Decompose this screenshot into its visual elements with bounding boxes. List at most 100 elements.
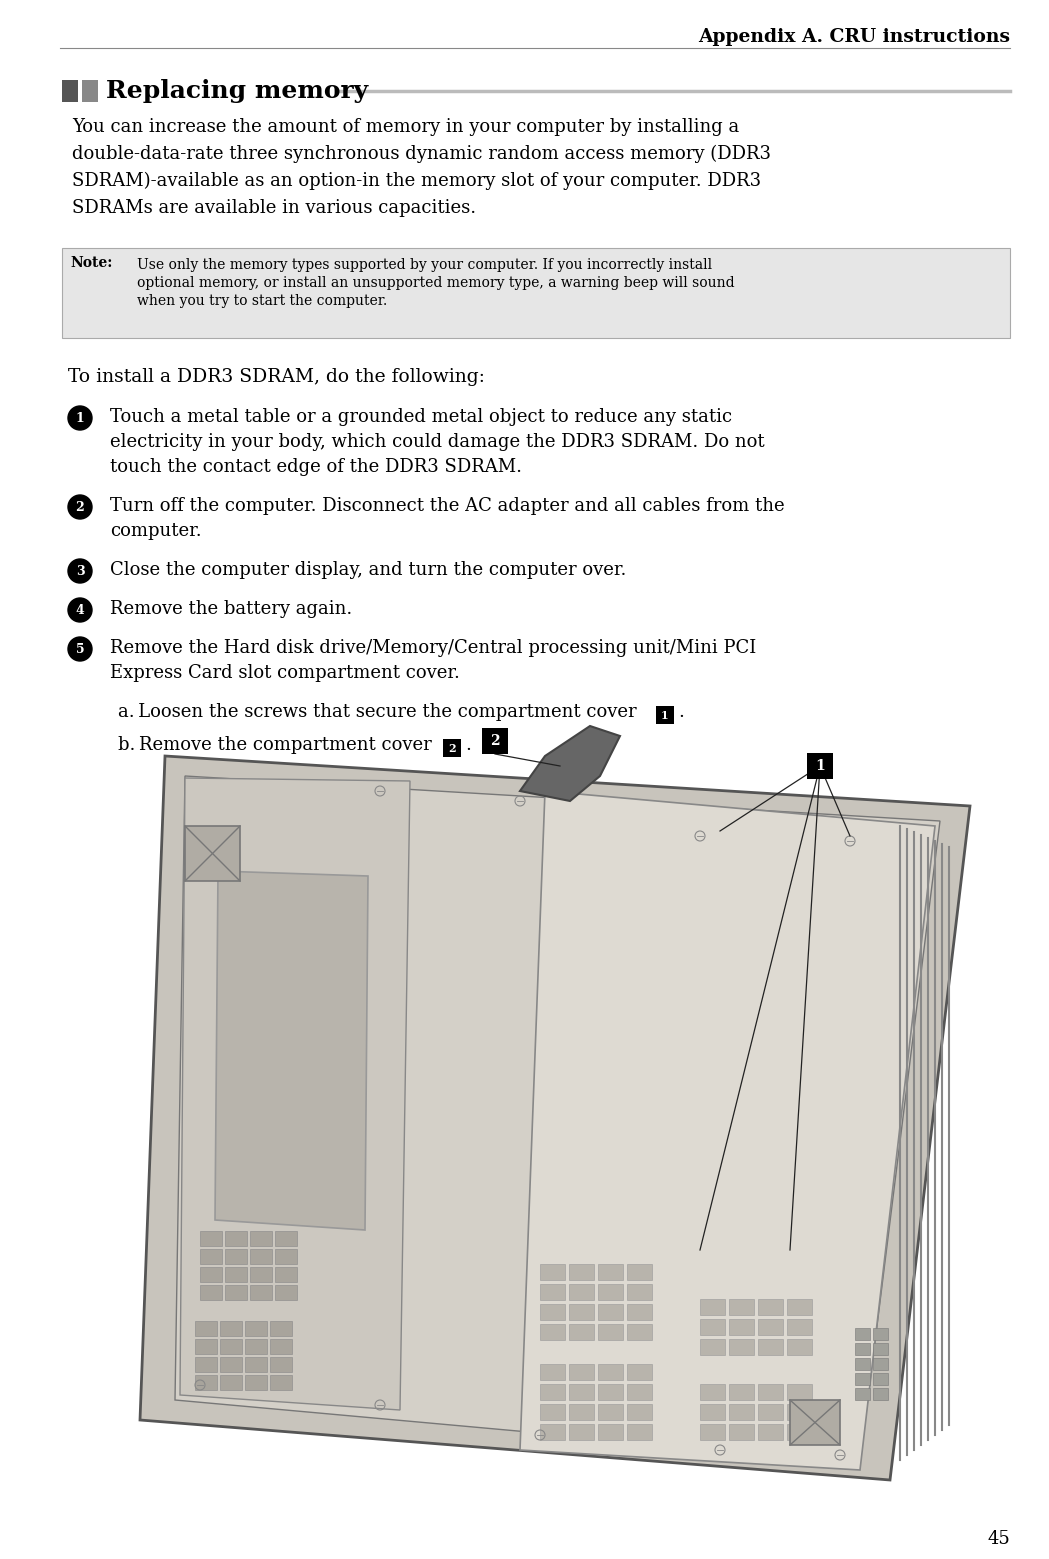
Circle shape <box>68 405 92 430</box>
Text: when you try to start the computer.: when you try to start the computer. <box>137 295 387 309</box>
Text: Express Card slot compartment cover.: Express Card slot compartment cover. <box>110 664 459 681</box>
FancyBboxPatch shape <box>569 1405 594 1420</box>
FancyBboxPatch shape <box>855 1358 870 1370</box>
FancyBboxPatch shape <box>224 1285 247 1300</box>
FancyBboxPatch shape <box>569 1264 594 1280</box>
FancyBboxPatch shape <box>540 1264 565 1280</box>
Polygon shape <box>520 790 935 1470</box>
FancyBboxPatch shape <box>700 1299 725 1314</box>
FancyBboxPatch shape <box>270 1375 292 1391</box>
FancyBboxPatch shape <box>540 1285 565 1300</box>
FancyBboxPatch shape <box>807 753 833 780</box>
FancyBboxPatch shape <box>569 1285 594 1300</box>
FancyBboxPatch shape <box>275 1267 297 1281</box>
FancyBboxPatch shape <box>540 1384 565 1400</box>
Text: double-data-rate three synchronous dynamic random access memory (DDR3: double-data-rate three synchronous dynam… <box>72 145 771 164</box>
Polygon shape <box>180 778 410 1409</box>
FancyBboxPatch shape <box>569 1423 594 1441</box>
Text: 1: 1 <box>815 759 825 773</box>
FancyBboxPatch shape <box>598 1405 623 1420</box>
FancyBboxPatch shape <box>275 1285 297 1300</box>
Text: 45: 45 <box>987 1529 1010 1548</box>
FancyBboxPatch shape <box>250 1249 272 1264</box>
FancyBboxPatch shape <box>275 1249 297 1264</box>
FancyBboxPatch shape <box>729 1405 754 1420</box>
FancyBboxPatch shape <box>270 1356 292 1372</box>
FancyBboxPatch shape <box>540 1364 565 1380</box>
Text: Replacing memory: Replacing memory <box>106 80 368 103</box>
FancyBboxPatch shape <box>200 1267 222 1281</box>
Circle shape <box>68 496 92 519</box>
FancyBboxPatch shape <box>729 1299 754 1314</box>
FancyBboxPatch shape <box>758 1423 783 1441</box>
Circle shape <box>68 599 92 622</box>
FancyBboxPatch shape <box>873 1358 889 1370</box>
FancyBboxPatch shape <box>195 1375 217 1391</box>
Polygon shape <box>140 756 970 1479</box>
FancyBboxPatch shape <box>700 1319 725 1335</box>
FancyBboxPatch shape <box>250 1232 272 1246</box>
FancyBboxPatch shape <box>627 1264 652 1280</box>
FancyBboxPatch shape <box>729 1319 754 1335</box>
FancyBboxPatch shape <box>220 1375 242 1391</box>
FancyBboxPatch shape <box>758 1339 783 1355</box>
Text: Note:: Note: <box>70 256 112 270</box>
Text: To install a DDR3 SDRAM, do the following:: To install a DDR3 SDRAM, do the followin… <box>68 368 485 387</box>
FancyBboxPatch shape <box>873 1388 889 1400</box>
FancyBboxPatch shape <box>627 1405 652 1420</box>
Text: 1: 1 <box>76 412 84 424</box>
FancyBboxPatch shape <box>700 1339 725 1355</box>
FancyBboxPatch shape <box>270 1339 292 1355</box>
FancyBboxPatch shape <box>195 1320 217 1336</box>
FancyBboxPatch shape <box>787 1405 812 1420</box>
FancyBboxPatch shape <box>220 1339 242 1355</box>
FancyBboxPatch shape <box>656 706 675 723</box>
FancyBboxPatch shape <box>758 1299 783 1314</box>
FancyBboxPatch shape <box>200 1232 222 1246</box>
Text: Appendix A. CRU instructions: Appendix A. CRU instructions <box>698 28 1010 47</box>
FancyBboxPatch shape <box>700 1405 725 1420</box>
Text: a. Loosen the screws that secure the compartment cover: a. Loosen the screws that secure the com… <box>117 703 637 720</box>
FancyBboxPatch shape <box>245 1320 267 1336</box>
FancyBboxPatch shape <box>787 1319 812 1335</box>
Text: b. Remove the compartment cover: b. Remove the compartment cover <box>117 736 432 755</box>
FancyBboxPatch shape <box>873 1328 889 1341</box>
FancyBboxPatch shape <box>598 1324 623 1341</box>
Text: 3: 3 <box>76 564 84 577</box>
FancyBboxPatch shape <box>855 1388 870 1400</box>
FancyBboxPatch shape <box>855 1342 870 1355</box>
FancyBboxPatch shape <box>598 1364 623 1380</box>
FancyBboxPatch shape <box>569 1303 594 1320</box>
FancyBboxPatch shape <box>62 248 1010 338</box>
Text: .: . <box>465 736 471 755</box>
Circle shape <box>68 560 92 583</box>
FancyBboxPatch shape <box>200 1285 222 1300</box>
FancyBboxPatch shape <box>758 1384 783 1400</box>
FancyBboxPatch shape <box>787 1384 812 1400</box>
Text: Remove the Hard disk drive/Memory/Central processing unit/Mini PCI: Remove the Hard disk drive/Memory/Centra… <box>110 639 756 656</box>
FancyBboxPatch shape <box>627 1423 652 1441</box>
FancyBboxPatch shape <box>540 1303 565 1320</box>
FancyBboxPatch shape <box>873 1342 889 1355</box>
Polygon shape <box>520 726 620 801</box>
FancyBboxPatch shape <box>855 1373 870 1384</box>
FancyBboxPatch shape <box>787 1299 812 1314</box>
Text: Remove the battery again.: Remove the battery again. <box>110 600 352 617</box>
FancyBboxPatch shape <box>195 1339 217 1355</box>
FancyBboxPatch shape <box>185 826 240 881</box>
FancyBboxPatch shape <box>598 1264 623 1280</box>
FancyBboxPatch shape <box>224 1249 247 1264</box>
FancyBboxPatch shape <box>569 1364 594 1380</box>
Text: You can increase the amount of memory in your computer by installing a: You can increase the amount of memory in… <box>72 118 740 136</box>
FancyBboxPatch shape <box>195 1356 217 1372</box>
Text: Close the computer display, and turn the computer over.: Close the computer display, and turn the… <box>110 561 626 578</box>
FancyBboxPatch shape <box>569 1384 594 1400</box>
Text: Turn off the computer. Disconnect the AC adapter and all cables from the: Turn off the computer. Disconnect the AC… <box>110 497 785 514</box>
Text: SDRAMs are available in various capacities.: SDRAMs are available in various capaciti… <box>72 200 476 217</box>
FancyBboxPatch shape <box>540 1423 565 1441</box>
FancyBboxPatch shape <box>481 728 508 755</box>
FancyBboxPatch shape <box>598 1303 623 1320</box>
Text: Touch a metal table or a grounded metal object to reduce any static: Touch a metal table or a grounded metal … <box>110 408 732 426</box>
FancyBboxPatch shape <box>787 1339 812 1355</box>
FancyBboxPatch shape <box>627 1364 652 1380</box>
